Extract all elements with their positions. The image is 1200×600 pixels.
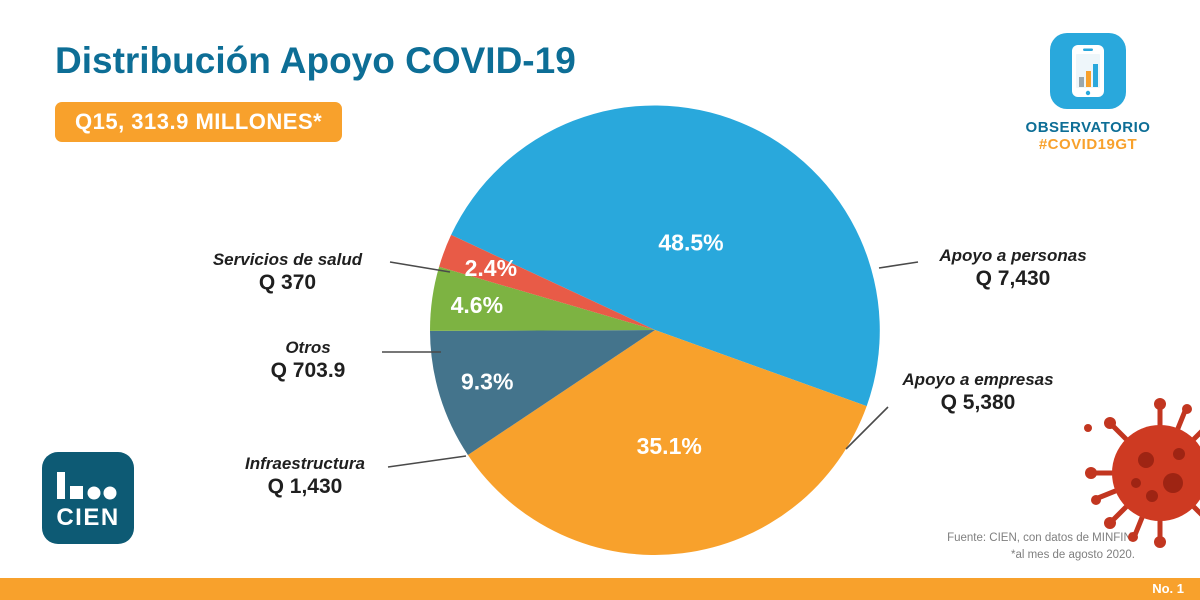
pie-slice-4	[439, 234, 655, 330]
pie-slice-1	[467, 330, 867, 555]
slice-amount: Q 5,380	[940, 391, 1016, 414]
observatorio-label: OBSERVATORIO	[1025, 119, 1151, 136]
slice-label: Servicios de salud	[212, 250, 363, 269]
cien-logo-art: CIEN	[56, 472, 119, 531]
slice-label: Infraestructura	[245, 454, 365, 473]
cien-logo-text: CIEN	[56, 504, 119, 531]
source-line-2: *al mes de agosto 2020.	[1010, 549, 1135, 561]
slice-amount: Q 703.9	[270, 359, 346, 382]
slice-label: Apoyo a personas	[939, 246, 1087, 265]
pie-pct-label-1: 35.1%	[637, 433, 702, 459]
callout-infraestructura: Infraestructura Q 1,430	[215, 454, 395, 499]
slice-amount: Q 7,430	[975, 267, 1051, 290]
callout-otros: Otros Q 703.9	[228, 338, 388, 383]
pie-pct-label-3: 4.6%	[451, 292, 503, 318]
page-number: No. 1	[1152, 581, 1184, 596]
pie-slice-3	[429, 266, 655, 331]
slice-amount: Q 1,430	[267, 475, 343, 498]
total-badge: Q15, 313.9 MILLONES*	[55, 102, 343, 142]
callout-servicios-de-salud: Servicios de salud Q 370	[180, 250, 395, 295]
page-title: Distribución Apoyo COVID-19	[55, 40, 576, 81]
cien-logo: CIEN	[42, 452, 134, 544]
slice-label: Otros	[285, 338, 331, 357]
coronavirus-icon	[1084, 398, 1200, 548]
leader-personas	[878, 261, 919, 269]
slice-label: Apoyo a empresas	[902, 370, 1054, 389]
observatorio-hashtag: #COVID19GT	[1038, 136, 1138, 153]
pie-chart: 48.5% 35.1% 9.3% 4.6% 2.4%	[429, 105, 880, 555]
observatorio-block: OBSERVATORIO #COVID19GT	[1012, 33, 1164, 153]
pie-slice-2	[430, 330, 655, 455]
observatorio-app-icon	[1050, 33, 1126, 109]
pie-pct-label-0: 48.5%	[658, 230, 723, 256]
source-line-1: Fuente: CIEN, con datos de MINFIN.	[947, 532, 1135, 544]
footer-bar: No. 1	[0, 578, 1200, 600]
source-note: Fuente: CIEN, con datos de MINFIN. *al m…	[947, 530, 1135, 564]
callout-apoyo-a-empresas: Apoyo a empresas Q 5,380	[885, 370, 1071, 415]
pie-slice-0	[451, 105, 880, 407]
slice-amount: Q 370	[258, 271, 317, 294]
pie-pct-label-2: 9.3%	[461, 368, 513, 394]
callout-apoyo-a-personas: Apoyo a personas Q 7,430	[922, 246, 1104, 291]
pie-pct-label-4: 2.4%	[465, 255, 517, 281]
